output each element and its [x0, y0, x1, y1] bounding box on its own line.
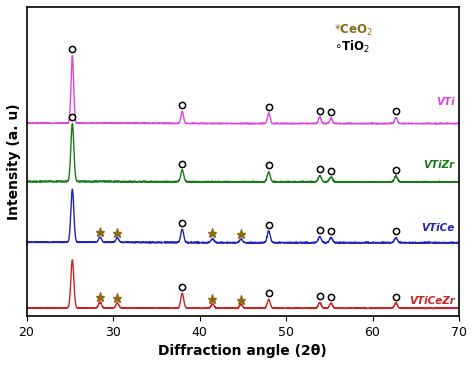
Text: $\circ$TiO$_2$: $\circ$TiO$_2$: [334, 39, 370, 55]
Text: VTiCe: VTiCe: [421, 223, 455, 233]
Text: VTiCeZr: VTiCeZr: [409, 296, 455, 306]
Y-axis label: Intensity (a. u): Intensity (a. u): [7, 103, 21, 220]
Text: VTi: VTi: [436, 97, 455, 107]
Text: $*$CeO$_2$: $*$CeO$_2$: [334, 23, 373, 38]
X-axis label: Diffraction angle (2θ): Diffraction angle (2θ): [158, 344, 327, 358]
Text: VTiZr: VTiZr: [423, 160, 455, 170]
